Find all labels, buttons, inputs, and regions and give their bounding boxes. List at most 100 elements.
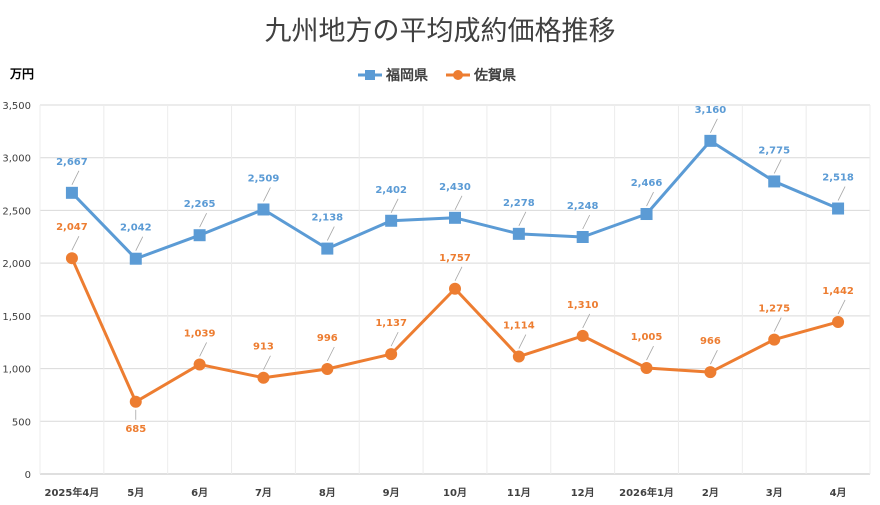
leader-line-saga [773, 317, 782, 332]
label-leader-lines [71, 118, 846, 420]
data-point-saga [129, 395, 142, 408]
legend-item-fukuoka: 福岡県 [358, 67, 428, 84]
data-point-saga [65, 252, 78, 265]
data-point-fukuoka [385, 214, 398, 227]
leader-line-saga [199, 342, 207, 357]
x-tick-label: 6月 [191, 487, 208, 499]
leader-line-saga [710, 349, 718, 365]
data-point-fukuoka [512, 227, 525, 240]
data-markers [65, 134, 845, 408]
data-label-saga: 1,275 [758, 304, 790, 315]
data-label-fukuoka: 2,466 [631, 178, 663, 189]
x-tick-label: 3月 [766, 487, 783, 499]
y-tick-label: 3,000 [2, 154, 31, 165]
data-point-saga [512, 350, 525, 363]
x-tick-label: 7月 [255, 487, 272, 499]
leader-line-fukuoka [326, 226, 335, 241]
leader-line-fukuoka [582, 214, 591, 230]
data-point-fukuoka [832, 202, 845, 215]
data-label-fukuoka: 2,138 [311, 213, 343, 224]
x-tick-label: 9月 [383, 487, 400, 499]
data-label-saga: 1,005 [631, 332, 663, 343]
y-tick-label: 1,000 [2, 365, 31, 376]
data-label-fukuoka: 2,248 [567, 201, 599, 212]
data-point-fukuoka [640, 208, 653, 221]
data-point-saga [768, 333, 781, 346]
data-point-saga [640, 362, 653, 375]
data-point-saga [576, 329, 589, 342]
x-axis-ticks: 2025年4月 5月 6月 7月 8月 9月 10月 11月 12月 2026年1月 2月 3月 4月 [45, 486, 847, 499]
data-label-fukuoka: 2,278 [503, 198, 535, 209]
y-tick-label: 500 [12, 417, 31, 428]
legend: 福岡県 佐賀県 [358, 67, 516, 84]
leader-line-fukuoka [454, 195, 463, 210]
leader-line-fukuoka [773, 159, 782, 174]
x-tick-label: 4月 [830, 487, 847, 499]
data-point-saga [257, 371, 270, 384]
legend-marker-saga [453, 70, 463, 80]
leader-line-fukuoka [263, 187, 271, 202]
y-axis-unit: 万円 [9, 67, 34, 81]
chart-title: 九州地方の平均成約価格推移 [265, 16, 616, 47]
x-tick-label: 12月 [571, 487, 595, 499]
y-tick-label: 0 [25, 470, 31, 481]
x-tick-label: 11月 [507, 487, 531, 499]
data-label-fukuoka: 2,667 [56, 157, 88, 168]
leader-line-saga [390, 331, 399, 347]
leader-line-fukuoka [518, 211, 527, 227]
leader-line-saga [263, 355, 271, 370]
leader-line-saga [71, 236, 80, 251]
data-label-fukuoka: 2,042 [120, 223, 152, 234]
data-point-fukuoka [449, 211, 461, 224]
y-tick-label: 1,500 [2, 312, 31, 323]
data-point-fukuoka [129, 252, 142, 265]
leader-line-fukuoka [135, 236, 144, 251]
data-point-fukuoka [257, 203, 270, 216]
x-tick-label: 2026年1月 [619, 486, 674, 499]
data-point-fukuoka [576, 230, 589, 243]
data-label-fukuoka: 2,509 [248, 173, 280, 184]
leader-line-fukuoka [710, 118, 718, 134]
data-label-saga: 996 [317, 333, 338, 344]
data-label-saga: 1,137 [375, 318, 407, 329]
data-label-fukuoka: 2,518 [822, 173, 854, 184]
y-tick-label: 2,500 [2, 206, 31, 217]
leader-line-fukuoka [390, 198, 399, 213]
data-label-saga: 685 [125, 424, 146, 435]
legend-marker-fukuoka [365, 70, 375, 80]
legend-label-fukuoka: 福岡県 [385, 67, 428, 84]
vertical-gridlines [39, 105, 871, 474]
data-label-fukuoka: 2,402 [375, 185, 407, 196]
legend-label-saga: 佐賀県 [473, 67, 516, 84]
x-tick-label: 2025年4月 [45, 486, 100, 499]
data-label-saga: 1,039 [184, 328, 216, 339]
data-point-fukuoka [704, 134, 717, 147]
data-label-saga: 1,114 [503, 321, 535, 332]
data-point-fukuoka [768, 175, 781, 188]
data-label-fukuoka: 3,160 [695, 105, 727, 116]
leader-line-saga [454, 266, 463, 281]
data-point-saga [832, 315, 845, 328]
x-tick-label: 8月 [319, 487, 336, 499]
leader-line-fukuoka [199, 213, 207, 228]
leader-line-saga [326, 346, 335, 362]
data-label-saga: 1,310 [567, 300, 599, 311]
leader-line-saga [582, 313, 591, 329]
data-point-fukuoka [65, 186, 78, 199]
leader-line-saga [518, 334, 527, 349]
legend-item-saga: 佐賀県 [446, 67, 516, 84]
data-label-fukuoka: 2,430 [439, 182, 471, 193]
leader-line-fukuoka [646, 191, 654, 207]
x-tick-label: 2月 [702, 487, 719, 499]
leader-line-saga [837, 299, 846, 315]
data-point-saga [704, 366, 717, 379]
horizontal-gridlines [40, 104, 870, 475]
data-point-saga [193, 358, 206, 371]
data-point-fukuoka [193, 229, 206, 242]
series-lines [70, 139, 839, 404]
x-tick-label: 10月 [443, 487, 467, 499]
x-tick-label: 5月 [127, 487, 144, 499]
leader-line-fukuoka [837, 186, 846, 201]
data-label-saga: 1,442 [822, 286, 854, 297]
